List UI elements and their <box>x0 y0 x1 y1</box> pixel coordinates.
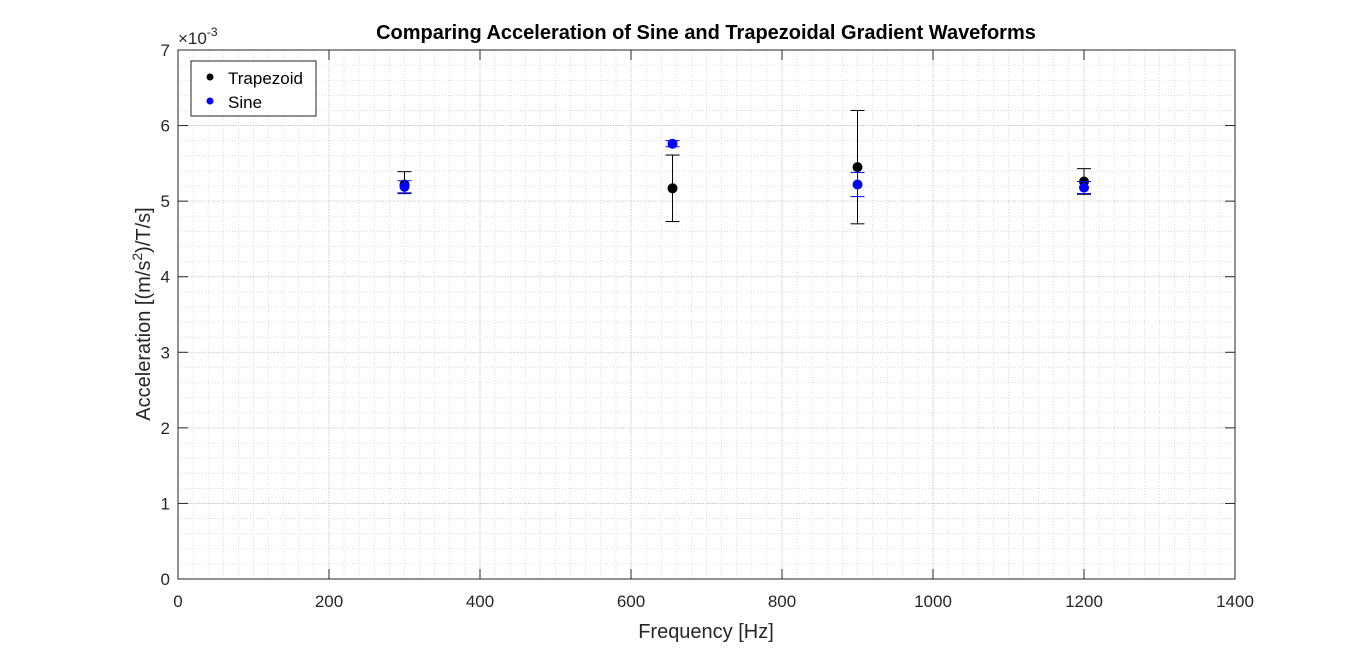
x-axis-label: Frequency [Hz] <box>638 621 774 643</box>
y-axis-label: Acceleration [(m/s2)/T/s] <box>129 207 155 420</box>
y-tick-label: 1 <box>161 494 170 513</box>
data-point-sine <box>399 181 410 192</box>
x-tick-label: 800 <box>768 592 796 611</box>
x-tick-label: 0 <box>173 592 182 611</box>
data-point-sine <box>667 138 678 149</box>
data-point-trapezoid <box>667 183 678 194</box>
minor-grid <box>177 49 1236 580</box>
y-tick-labels: 0 1 2 3 4 5 6 7 <box>161 41 170 589</box>
series-layer <box>397 109 1091 225</box>
legend-marker-sine <box>206 97 214 105</box>
y-exponent-value: -3 <box>207 25 218 39</box>
x-tick-label: 600 <box>617 592 645 611</box>
x-tick-labels: 0 200 400 600 800 1000 1200 1400 <box>173 592 1254 611</box>
data-point-sine <box>852 179 863 190</box>
x-tick-label: 1400 <box>1216 592 1254 611</box>
y-tick-label: 6 <box>161 117 170 136</box>
y-axis-label-part-3: )/T/s] <box>133 207 155 253</box>
tick-marks <box>177 49 1236 580</box>
x-tick-label: 1200 <box>1065 592 1103 611</box>
x-tick-label: 1000 <box>914 592 952 611</box>
y-tick-label: 2 <box>161 419 170 438</box>
y-tick-label: 0 <box>161 570 170 589</box>
legend-label-trapezoid: Trapezoid <box>228 69 303 88</box>
y-exponent-prefix: ×10 <box>178 29 207 48</box>
chart-title: Comparing Acceleration of Sine and Trape… <box>376 22 1036 44</box>
legend: Trapezoid Sine <box>190 60 317 117</box>
axes-box <box>177 49 1236 580</box>
y-axis-label-superscript: 2 <box>129 253 145 261</box>
y-tick-label: 5 <box>161 192 170 211</box>
legend-box <box>190 60 317 117</box>
y-tick-label: 3 <box>161 343 170 362</box>
x-tick-label: 200 <box>315 592 343 611</box>
y-exponent-label: ×10-3 <box>178 25 218 48</box>
legend-marker-trapezoid <box>206 73 214 81</box>
y-tick-label: 4 <box>161 268 170 287</box>
y-axis-label-part-1: Acceleration [(m/s <box>133 261 155 421</box>
data-point-sine <box>1079 182 1089 193</box>
y-tick-label: 7 <box>161 41 170 60</box>
series-sine <box>397 138 1091 198</box>
legend-label-sine: Sine <box>228 93 262 112</box>
x-tick-label: 400 <box>466 592 494 611</box>
data-point-trapezoid <box>852 162 863 173</box>
